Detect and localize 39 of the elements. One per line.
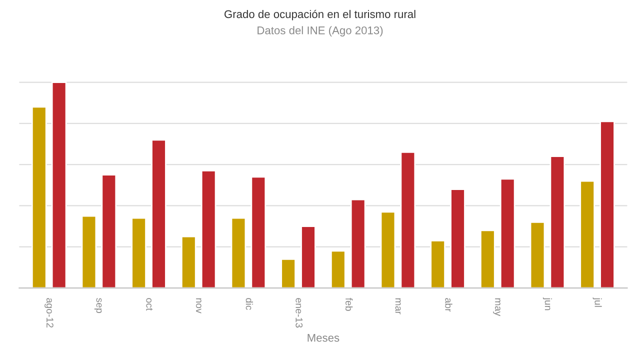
bar bbox=[500, 178, 516, 288]
bar bbox=[51, 82, 67, 288]
bar bbox=[450, 188, 466, 288]
bar bbox=[300, 226, 316, 288]
bar bbox=[380, 211, 396, 288]
x-tick-label: dic bbox=[246, 298, 253, 310]
x-axis-title: Meses bbox=[308, 334, 340, 342]
x-tick-label: feb bbox=[346, 298, 353, 311]
bar bbox=[530, 221, 546, 288]
bar bbox=[400, 152, 416, 288]
bar bbox=[430, 240, 446, 288]
bar bbox=[180, 236, 196, 288]
bar bbox=[31, 106, 47, 288]
bar bbox=[330, 250, 346, 288]
x-tick-label: jul bbox=[592, 297, 602, 307]
x-tick-label: sep bbox=[94, 298, 102, 313]
bar bbox=[131, 217, 146, 288]
bar bbox=[230, 217, 246, 288]
bar bbox=[550, 156, 566, 288]
x-tick-label: oct bbox=[146, 298, 153, 311]
bar bbox=[480, 230, 496, 288]
x-tick-label: jun bbox=[542, 297, 552, 310]
x-tick-label: ago-12 bbox=[44, 298, 54, 328]
x-tick-label: nov bbox=[196, 298, 202, 314]
x-tick-label: abr bbox=[445, 298, 452, 312]
bar bbox=[350, 198, 366, 288]
bar bbox=[200, 170, 216, 288]
x-tick-label: mar bbox=[395, 298, 401, 314]
bar bbox=[101, 174, 117, 288]
bar bbox=[151, 139, 166, 288]
chart-subtitle: Datos del INE (Ago 2013) bbox=[258, 26, 383, 37]
bar bbox=[81, 215, 97, 288]
bar bbox=[600, 120, 615, 288]
bar bbox=[250, 176, 266, 288]
x-tick-label: ene-13 bbox=[296, 298, 303, 328]
bar bbox=[580, 180, 596, 288]
x-tick-label: may bbox=[493, 298, 500, 316]
chart-title: Grado de ocupación en el turismo rural bbox=[224, 10, 416, 20]
bar bbox=[280, 258, 296, 288]
